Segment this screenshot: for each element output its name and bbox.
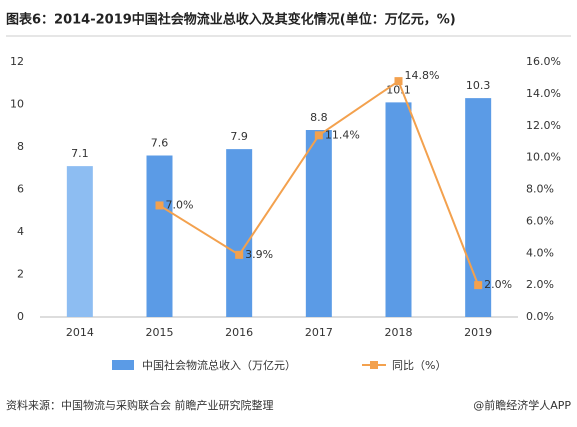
line-value-label: 11.4% [325,128,360,141]
y-tick-label: 2 [17,268,24,281]
bar [226,149,253,317]
bar-value-label: 10.3 [466,79,491,92]
bar [66,166,93,317]
line-value-label: 14.8% [405,69,440,82]
y2-tick-label: 14.0% [526,87,561,100]
y2-tick-label: 6.0% [526,214,554,227]
line-value-label: 7.0% [166,198,194,211]
y-tick-label: 12 [10,55,24,68]
y2-tick-label: 12.0% [526,119,561,132]
x-tick-label: 2016 [225,326,253,339]
line-marker [394,77,403,86]
y2-tick-label: 10.0% [526,151,561,164]
y-tick-label: 6 [17,183,24,196]
legend-label: 中国社会物流总收入（万亿元） [142,358,296,372]
chart-title: 图表6：2014-2019中国社会物流业总收入及其变化情况(单位：万亿元，%) [6,12,456,28]
line-marker [235,250,244,259]
x-tick-label: 2019 [464,326,492,339]
x-tick-label: 2017 [305,326,333,339]
y2-tick-label: 4.0% [526,246,554,259]
bar-value-label: 10.1 [386,83,411,96]
line-value-label: 2.0% [484,278,512,291]
line-marker [155,201,164,210]
line-marker [474,281,483,290]
y2-tick-label: 16.0% [526,55,561,68]
source: 资料来源：中国物流与采购联合会 前瞻产业研究院整理 [6,398,274,412]
bar-value-label: 7.6 [151,137,169,150]
y-tick-label: 8 [17,140,24,153]
bar [465,98,492,317]
legend-label: 同比（%） [392,359,446,372]
bar-value-label: 8.8 [310,111,328,124]
y2-tick-label: 8.0% [526,183,554,196]
x-tick-label: 2018 [385,326,413,339]
legend-swatch [112,360,134,370]
x-tick-label: 2015 [146,326,174,339]
watermark: @前瞻经济学人APP [473,398,571,412]
line-value-label: 3.9% [245,248,273,261]
bar [385,102,412,317]
y-tick-label: 4 [17,225,24,238]
y2-tick-label: 0.0% [526,310,554,323]
y2-tick-label: 2.0% [526,278,554,291]
x-tick-label: 2014 [66,326,94,339]
legend-swatch [370,361,378,369]
bar-value-label: 7.9 [230,130,248,143]
bar [305,130,332,317]
y-tick-label: 10 [10,98,24,111]
line-marker [314,131,323,140]
bar [146,155,173,317]
y-tick-label: 0 [17,310,24,323]
bar-value-label: 7.1 [71,147,89,160]
